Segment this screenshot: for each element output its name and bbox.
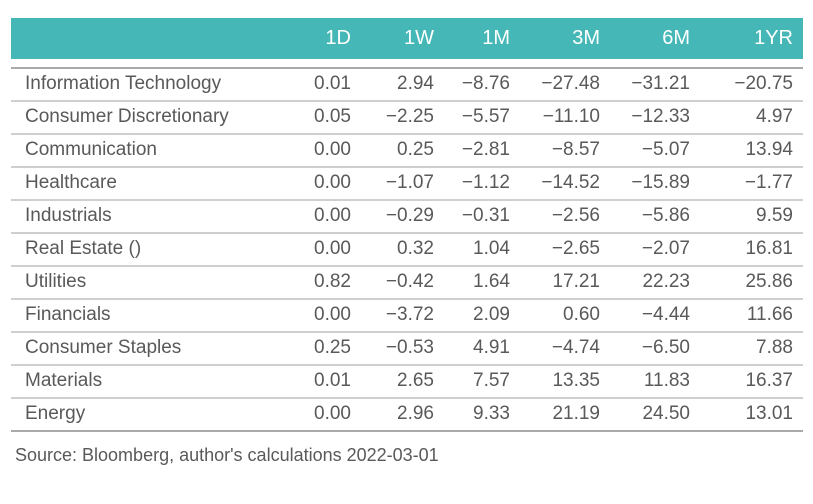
value-cell: −0.29 <box>361 201 444 234</box>
table-row: Utilities 0.82 −0.42 1.64 17.21 22.23 25… <box>11 267 803 300</box>
value-cell: 0.25 <box>296 333 361 366</box>
value-cell: −8.76 <box>444 67 520 102</box>
value-cell: 16.81 <box>700 234 803 267</box>
row-label: Healthcare <box>11 168 296 201</box>
value-cell: 17.21 <box>520 267 610 300</box>
value-cell: 0.00 <box>296 234 361 267</box>
column-header-6m: 6M <box>610 18 700 67</box>
value-cell: −0.31 <box>444 201 520 234</box>
value-cell: 2.94 <box>361 67 444 102</box>
value-cell: 0.32 <box>361 234 444 267</box>
page: 1D 1W 1M 3M 6M 1YR Information Technolog… <box>11 18 803 465</box>
row-label: Real Estate () <box>11 234 296 267</box>
column-header-sector <box>11 18 296 67</box>
value-cell: −5.07 <box>610 135 700 168</box>
value-cell: 4.97 <box>700 102 803 135</box>
value-cell: 0.00 <box>296 300 361 333</box>
value-cell: 4.91 <box>444 333 520 366</box>
value-cell: −27.48 <box>520 67 610 102</box>
value-cell: 9.33 <box>444 399 520 432</box>
value-cell: 0.00 <box>296 168 361 201</box>
source-note: Source: Bloomberg, author's calculations… <box>15 445 439 465</box>
value-cell: 0.01 <box>296 67 361 102</box>
value-cell: −15.89 <box>610 168 700 201</box>
value-cell: −12.33 <box>610 102 700 135</box>
value-cell: −4.44 <box>610 300 700 333</box>
value-cell: −3.72 <box>361 300 444 333</box>
value-cell: 2.65 <box>361 366 444 399</box>
value-cell: 22.23 <box>610 267 700 300</box>
row-label: Utilities <box>11 267 296 300</box>
value-cell: −1.07 <box>361 168 444 201</box>
value-cell: 0.00 <box>296 399 361 432</box>
value-cell: −2.07 <box>610 234 700 267</box>
value-cell: 16.37 <box>700 366 803 399</box>
table-row: Information Technology 0.01 2.94 −8.76 −… <box>11 67 803 102</box>
row-label: Consumer Staples <box>11 333 296 366</box>
column-header-1w: 1W <box>361 18 444 67</box>
value-cell: 9.59 <box>700 201 803 234</box>
value-cell: 13.01 <box>700 399 803 432</box>
value-cell: 0.01 <box>296 366 361 399</box>
value-cell: 11.83 <box>610 366 700 399</box>
value-cell: 1.04 <box>444 234 520 267</box>
value-cell: 7.88 <box>700 333 803 366</box>
value-cell: 2.09 <box>444 300 520 333</box>
value-cell: −1.77 <box>700 168 803 201</box>
value-cell: −20.75 <box>700 67 803 102</box>
value-cell: 1.64 <box>444 267 520 300</box>
value-cell: −6.50 <box>610 333 700 366</box>
value-cell: −2.65 <box>520 234 610 267</box>
value-cell: 24.50 <box>610 399 700 432</box>
sector-performance-table: 1D 1W 1M 3M 6M 1YR Information Technolog… <box>11 18 803 432</box>
value-cell: −5.86 <box>610 201 700 234</box>
column-header-1m: 1M <box>444 18 520 67</box>
value-cell: 7.57 <box>444 366 520 399</box>
column-header-3m: 3M <box>520 18 610 67</box>
value-cell: −2.25 <box>361 102 444 135</box>
column-header-1yr: 1YR <box>700 18 803 67</box>
row-label: Communication <box>11 135 296 168</box>
value-cell: −5.57 <box>444 102 520 135</box>
table-row: Consumer Discretionary 0.05 −2.25 −5.57 … <box>11 102 803 135</box>
value-cell: 0.05 <box>296 102 361 135</box>
value-cell: 13.94 <box>700 135 803 168</box>
header-row: 1D 1W 1M 3M 6M 1YR <box>11 18 803 67</box>
value-cell: −11.10 <box>520 102 610 135</box>
value-cell: 0.82 <box>296 267 361 300</box>
value-cell: −31.21 <box>610 67 700 102</box>
value-cell: 21.19 <box>520 399 610 432</box>
value-cell: −1.12 <box>444 168 520 201</box>
row-label: Consumer Discretionary <box>11 102 296 135</box>
value-cell: 0.00 <box>296 201 361 234</box>
table-row: Communication 0.00 0.25 −2.81 −8.57 −5.0… <box>11 135 803 168</box>
value-cell: −4.74 <box>520 333 610 366</box>
value-cell: 2.96 <box>361 399 444 432</box>
table-row: Real Estate () 0.00 0.32 1.04 −2.65 −2.0… <box>11 234 803 267</box>
table-row: Healthcare 0.00 −1.07 −1.12 −14.52 −15.8… <box>11 168 803 201</box>
row-label: Information Technology <box>11 67 296 102</box>
table-row: Materials 0.01 2.65 7.57 13.35 11.83 16.… <box>11 366 803 399</box>
column-header-1d: 1D <box>296 18 361 67</box>
value-cell: 0.60 <box>520 300 610 333</box>
table-row: Energy 0.00 2.96 9.33 21.19 24.50 13.01 <box>11 399 803 432</box>
value-cell: 0.00 <box>296 135 361 168</box>
table-row: Consumer Staples 0.25 −0.53 4.91 −4.74 −… <box>11 333 803 366</box>
value-cell: −0.53 <box>361 333 444 366</box>
row-label: Energy <box>11 399 296 432</box>
table-row: Financials 0.00 −3.72 2.09 0.60 −4.44 11… <box>11 300 803 333</box>
value-cell: −2.56 <box>520 201 610 234</box>
value-cell: 13.35 <box>520 366 610 399</box>
value-cell: 11.66 <box>700 300 803 333</box>
table-row: Industrials 0.00 −0.29 −0.31 −2.56 −5.86… <box>11 201 803 234</box>
value-cell: 25.86 <box>700 267 803 300</box>
value-cell: −2.81 <box>444 135 520 168</box>
value-cell: −8.57 <box>520 135 610 168</box>
row-label: Industrials <box>11 201 296 234</box>
value-cell: −0.42 <box>361 267 444 300</box>
value-cell: 0.25 <box>361 135 444 168</box>
row-label: Financials <box>11 300 296 333</box>
value-cell: −14.52 <box>520 168 610 201</box>
row-label: Materials <box>11 366 296 399</box>
